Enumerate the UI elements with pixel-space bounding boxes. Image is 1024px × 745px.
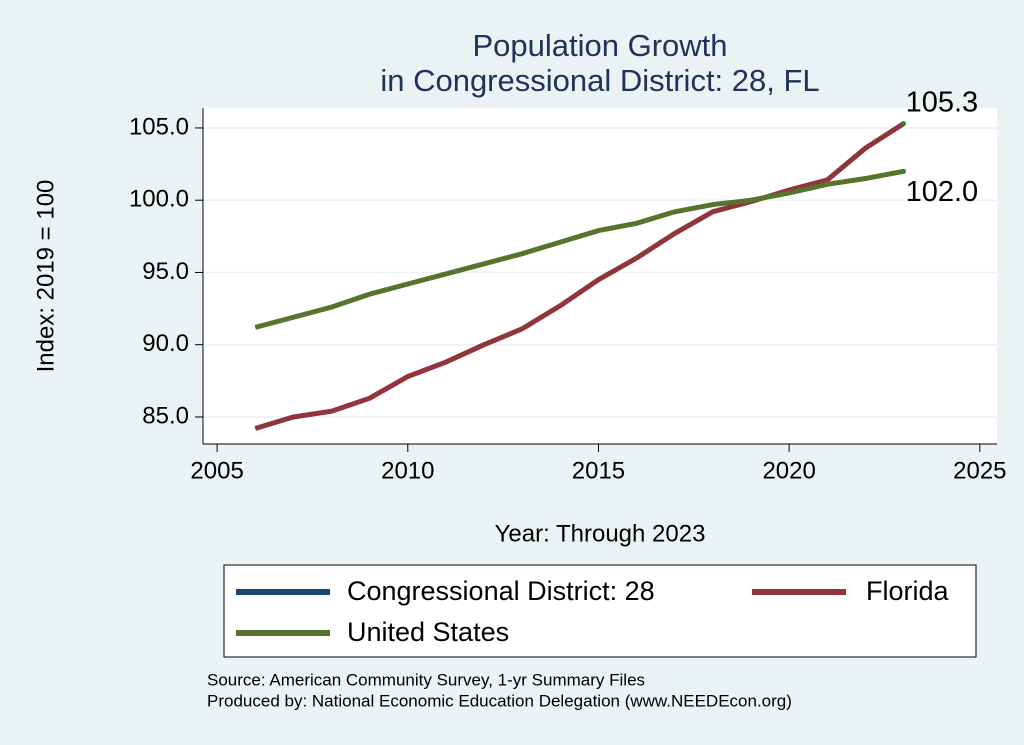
source-note: Source: American Community Survey, 1-yr …: [207, 670, 645, 689]
y-tick-label: 100.0: [129, 186, 189, 213]
y-tick-label: 105.0: [129, 113, 189, 140]
x-axis-label: Year: Through 2023: [495, 520, 706, 547]
legend: [223, 564, 977, 658]
chart-title: in Congressional District: 28, FL: [380, 63, 819, 98]
legend-label: Congressional District: 28: [347, 576, 655, 606]
legend-label: Florida: [866, 576, 950, 606]
y-tick-label: 90.0: [142, 330, 189, 357]
data-label: 102.0: [906, 176, 979, 208]
line-series: [254, 168, 905, 330]
x-tick-label: 2005: [190, 457, 243, 484]
source-note: Produced by: National Economic Education…: [207, 691, 792, 710]
x-tick-label: 2025: [953, 457, 1006, 484]
x-tick-label: 2020: [762, 457, 815, 484]
chart-title: Population Growth: [472, 28, 727, 63]
data-label: 105.3: [906, 86, 979, 118]
x-tick-label: 2015: [572, 457, 625, 484]
legend-label: United States: [347, 617, 509, 647]
x-tick-label: 2010: [381, 457, 434, 484]
y-tick-label: 95.0: [142, 258, 189, 285]
end-point: [901, 121, 907, 127]
y-tick-label: 85.0: [142, 402, 189, 429]
line-series: [254, 121, 905, 431]
y-axis-label: Index: 2019 = 100: [32, 180, 59, 373]
end-point: [901, 168, 907, 174]
